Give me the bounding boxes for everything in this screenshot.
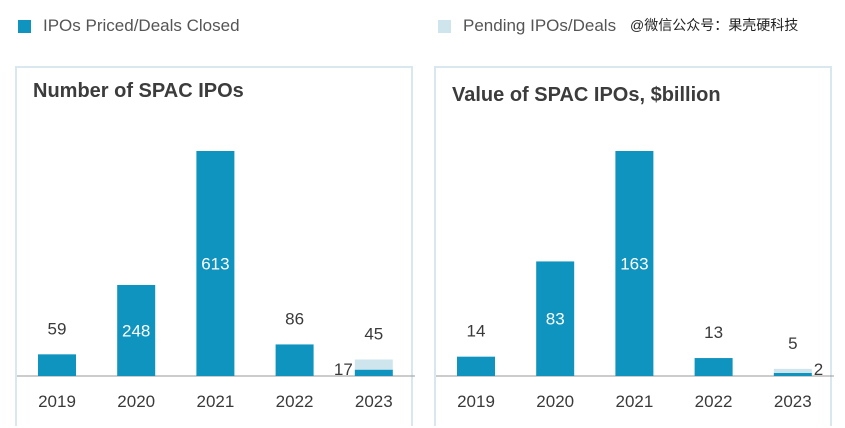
chart-title: Number of SPAC IPOs: [33, 80, 244, 102]
x-tick-label-2019: 2019: [38, 392, 76, 411]
bar-pending-2023: [773, 368, 812, 373]
data-label-2021: 613: [201, 255, 229, 274]
bar-closed-2022: [275, 344, 314, 376]
x-tick-label-2021: 2021: [615, 392, 653, 411]
bar-closed-2019: [457, 356, 495, 376]
bar-closed-2023: [354, 369, 393, 376]
legend: IPOs Priced/Deals Closed Pending IPOs/De…: [18, 16, 845, 42]
legend-label-closed: IPOs Priced/Deals Closed: [43, 16, 240, 35]
data-label-2022: 13: [704, 323, 723, 342]
data-label-2023: 5: [788, 334, 797, 353]
legend-swatch-pending: [438, 19, 451, 33]
x-tick-label-2023: 2023: [774, 392, 812, 411]
data-label-2023: 45: [364, 324, 383, 343]
bar-closed-2022: [694, 358, 733, 376]
data-label-2022: 86: [285, 309, 304, 328]
data-label-2019: 14: [467, 322, 486, 341]
chart-panel-spac-count: Number of SPAC IPOs 59 2019 248 2020 613 2021…: [15, 66, 415, 426]
x-tick-label-2020: 2020: [117, 392, 155, 411]
bar-closed-2023: [773, 373, 812, 376]
chart-panel-spac-value: Value of SPAC IPOs, $billion 14 2019 83 202…: [434, 66, 834, 426]
bar-closed-2020: [536, 261, 575, 376]
x-tick-label-2023: 2023: [355, 392, 393, 411]
watermark: @微信公众号：果壳硬科技: [630, 17, 799, 33]
data-label-2019: 59: [48, 319, 67, 338]
x-tick-label-2022: 2022: [695, 392, 733, 411]
data-label-2021: 163: [620, 255, 648, 274]
legend-item-pending: Pending IPOs/Deals: [438, 16, 616, 36]
bar-closed-2020: [117, 284, 156, 376]
legend-swatch-closed: [18, 19, 31, 33]
bar-closed-2021: [196, 151, 235, 376]
data-label-2020: 248: [122, 321, 150, 340]
legend-item-closed: IPOs Priced/Deals Closed: [18, 16, 240, 36]
data-label-closed-2023: 17: [334, 360, 353, 379]
bar-closed-2019: [38, 354, 76, 376]
x-tick-label-2020: 2020: [536, 392, 574, 411]
bar-closed-2021: [615, 151, 654, 376]
x-tick-label-2021: 2021: [196, 392, 234, 411]
chart-title: Value of SPAC IPOs, $billion: [452, 84, 721, 106]
data-label-closed-2023: 2: [814, 360, 823, 379]
bar-pending-2023: [354, 359, 393, 370]
x-tick-label-2022: 2022: [276, 392, 314, 411]
data-label-2020: 83: [546, 310, 565, 329]
x-tick-label-2019: 2019: [457, 392, 495, 411]
legend-label-pending: Pending IPOs/Deals: [463, 16, 617, 35]
